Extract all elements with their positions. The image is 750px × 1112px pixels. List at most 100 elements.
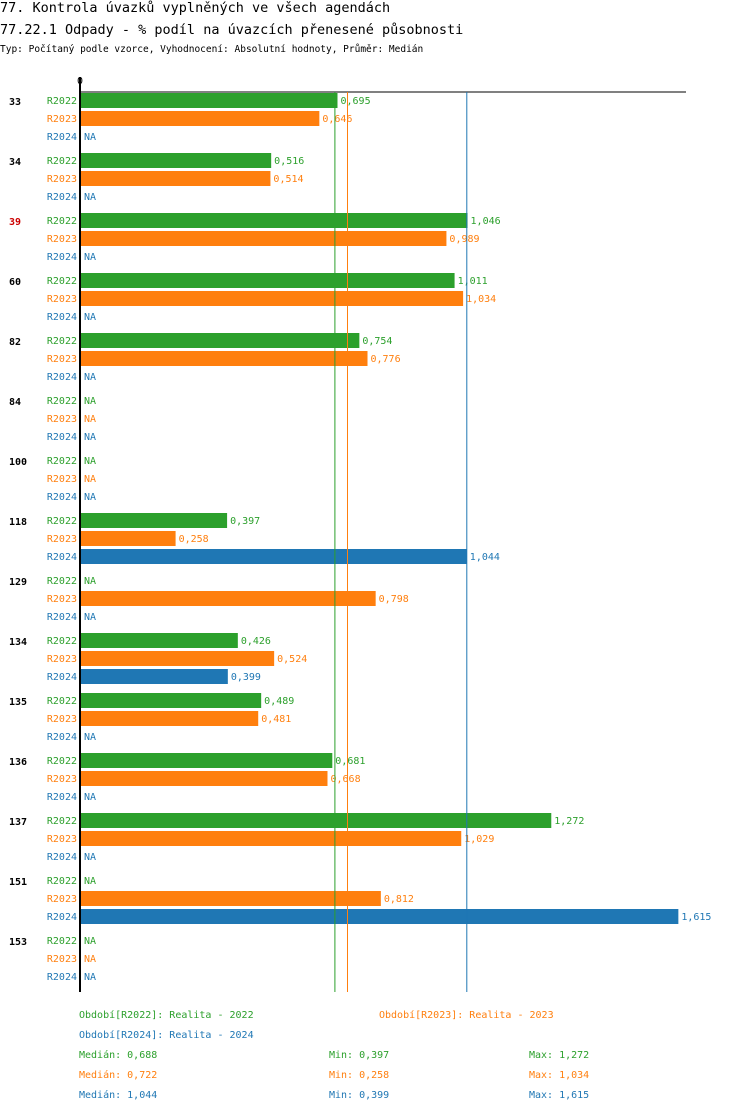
series-label-r2022: R2022 bbox=[47, 336, 77, 347]
bar-134-r2022 bbox=[80, 633, 238, 648]
bar-118-r2024 bbox=[80, 549, 467, 564]
data-label: 0,695 bbox=[340, 96, 370, 107]
series-label-r2024: R2024 bbox=[47, 672, 77, 683]
series-label-r2023: R2023 bbox=[47, 894, 77, 905]
group-label-100: 100 bbox=[9, 457, 27, 468]
series-label-r2022: R2022 bbox=[47, 396, 77, 407]
bar-82-r2023 bbox=[80, 351, 368, 366]
group-label-84: 84 bbox=[9, 397, 21, 408]
group-label-151: 151 bbox=[9, 877, 27, 888]
na-label: NA bbox=[84, 876, 96, 887]
bar-151-r2023 bbox=[80, 891, 381, 906]
series-label-r2023: R2023 bbox=[47, 354, 77, 365]
legend-r2023: Období[R2023]: Realita - 2023 bbox=[379, 1009, 554, 1021]
chart-subtitle: 77.22.1 Odpady - % podíl na úvazcích pře… bbox=[0, 22, 464, 38]
data-label: 0,524 bbox=[277, 654, 307, 665]
series-label-r2022: R2022 bbox=[47, 876, 77, 887]
chart-title: 77. Kontrola úvazků vyplněných ve všech … bbox=[0, 0, 391, 16]
series-label-r2023: R2023 bbox=[47, 714, 77, 725]
bar-129-r2023 bbox=[80, 591, 376, 606]
stat-median-r2022: Medián: 0,688 bbox=[79, 1049, 157, 1061]
bar-33-r2023 bbox=[80, 111, 320, 126]
stat-max-r2023: Max: 1,034 bbox=[529, 1070, 589, 1081]
na-label: NA bbox=[84, 612, 96, 623]
group-label-137: 137 bbox=[9, 817, 27, 828]
bar-60-r2022 bbox=[80, 273, 455, 288]
series-label-r2024: R2024 bbox=[47, 372, 77, 383]
series-label-r2023: R2023 bbox=[47, 234, 77, 245]
series-label-r2023: R2023 bbox=[47, 114, 77, 125]
bar-134-r2024 bbox=[80, 669, 228, 684]
data-label: 0,426 bbox=[241, 636, 271, 647]
na-label: NA bbox=[84, 456, 96, 467]
data-label: 0,516 bbox=[274, 156, 304, 167]
series-label-r2023: R2023 bbox=[47, 774, 77, 785]
series-label-r2023: R2023 bbox=[47, 954, 77, 965]
series-label-r2024: R2024 bbox=[47, 312, 77, 323]
na-label: NA bbox=[84, 192, 96, 203]
series-label-r2024: R2024 bbox=[47, 612, 77, 623]
na-label: NA bbox=[84, 954, 96, 965]
bar-34-r2023 bbox=[80, 171, 271, 186]
bar-39-r2023 bbox=[80, 231, 447, 246]
data-label: 0,646 bbox=[322, 114, 352, 125]
data-label: 0,481 bbox=[261, 714, 291, 725]
na-label: NA bbox=[84, 132, 96, 143]
group-label-129: 129 bbox=[9, 577, 27, 588]
bar-135-r2022 bbox=[80, 693, 262, 708]
na-label: NA bbox=[84, 576, 96, 587]
bar-134-r2023 bbox=[80, 651, 275, 666]
data-label: 0,258 bbox=[179, 534, 209, 545]
na-label: NA bbox=[84, 432, 96, 443]
group-label-134: 134 bbox=[9, 637, 27, 648]
series-label-r2023: R2023 bbox=[47, 534, 77, 545]
series-label-r2022: R2022 bbox=[47, 936, 77, 947]
data-label: 0,798 bbox=[379, 594, 409, 605]
data-label: 1,011 bbox=[458, 276, 488, 287]
series-label-r2024: R2024 bbox=[47, 132, 77, 143]
group-label-34: 34 bbox=[9, 157, 21, 168]
series-label-r2024: R2024 bbox=[47, 192, 77, 203]
group-label-60: 60 bbox=[9, 277, 21, 288]
series-label-r2024: R2024 bbox=[47, 912, 77, 923]
group-label-153: 153 bbox=[9, 937, 27, 948]
legend-r2024: Období[R2024]: Realita - 2024 bbox=[79, 1029, 254, 1041]
legend-r2022: Období[R2022]: Realita - 2022 bbox=[79, 1009, 254, 1021]
na-label: NA bbox=[84, 972, 96, 983]
bar-118-r2022 bbox=[80, 513, 228, 528]
bar-60-r2023 bbox=[80, 291, 464, 306]
data-label: 1,272 bbox=[554, 816, 584, 827]
bar-137-r2022 bbox=[80, 813, 552, 828]
na-label: NA bbox=[84, 414, 96, 425]
series-label-r2024: R2024 bbox=[47, 432, 77, 443]
series-label-r2022: R2022 bbox=[47, 636, 77, 647]
bar-135-r2023 bbox=[80, 711, 259, 726]
bar-82-r2022 bbox=[80, 333, 360, 348]
series-label-r2022: R2022 bbox=[47, 576, 77, 587]
na-label: NA bbox=[84, 936, 96, 947]
na-label: NA bbox=[84, 732, 96, 743]
series-label-r2024: R2024 bbox=[47, 852, 77, 863]
data-label: 0,397 bbox=[230, 516, 260, 527]
data-label: 1,046 bbox=[471, 216, 501, 227]
stat-max-r2022: Max: 1,272 bbox=[529, 1050, 589, 1061]
series-label-r2023: R2023 bbox=[47, 174, 77, 185]
series-label-r2022: R2022 bbox=[47, 456, 77, 467]
data-label: 0,989 bbox=[449, 234, 479, 245]
series-label-r2023: R2023 bbox=[47, 414, 77, 425]
na-label: NA bbox=[84, 372, 96, 383]
data-label: 0,812 bbox=[384, 894, 414, 905]
data-label: 1,615 bbox=[681, 912, 711, 923]
data-label: 0,514 bbox=[273, 174, 303, 185]
na-label: NA bbox=[84, 792, 96, 803]
group-label-118: 118 bbox=[9, 517, 27, 528]
stat-median-r2024: Medián: 1,044 bbox=[79, 1089, 157, 1101]
series-label-r2022: R2022 bbox=[47, 816, 77, 827]
series-label-r2022: R2022 bbox=[47, 96, 77, 107]
series-label-r2022: R2022 bbox=[47, 216, 77, 227]
group-label-136: 136 bbox=[9, 757, 27, 768]
na-label: NA bbox=[84, 474, 96, 485]
data-label: 0,776 bbox=[371, 354, 401, 365]
stat-min-r2023: Min: 0,258 bbox=[329, 1070, 389, 1081]
stat-min-r2022: Min: 0,397 bbox=[329, 1050, 389, 1061]
